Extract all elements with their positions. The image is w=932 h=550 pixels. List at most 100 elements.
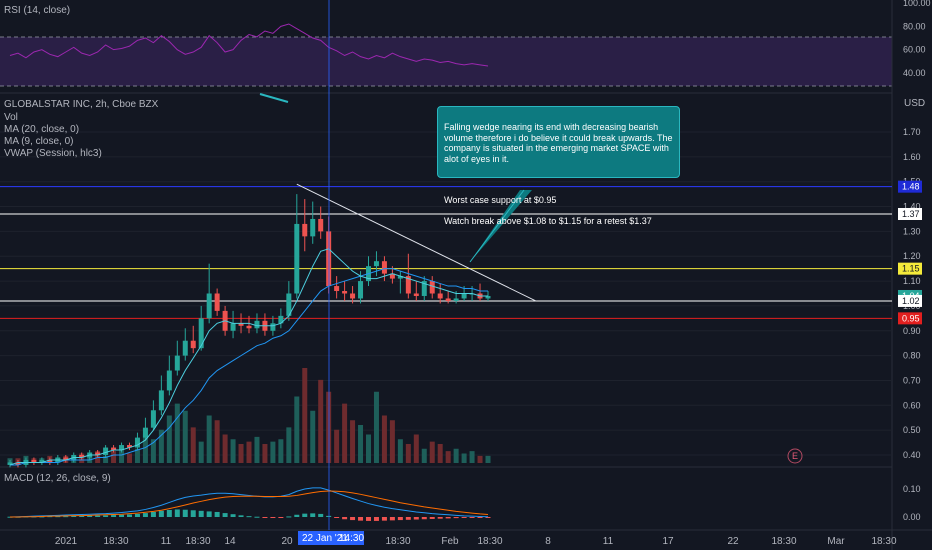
- volume-bar: [254, 436, 260, 463]
- ma20-line: [10, 268, 488, 466]
- candle-body: [238, 323, 244, 326]
- time-tick-label: 18:30: [871, 536, 896, 547]
- annotation-callout[interactable]: Falling wedge nearing its end with decre…: [437, 106, 680, 226]
- volume-bar: [230, 439, 236, 463]
- main-legend-title[interactable]: GLOBALSTAR INC, 2h, Cboe BZX: [4, 99, 159, 110]
- candle-body: [206, 293, 212, 319]
- volume-bar: [134, 448, 140, 463]
- annotation-line-2: Worst case support at $0.95: [444, 194, 557, 205]
- time-tick-label: 11: [161, 536, 172, 547]
- macd-histogram-bar: [262, 517, 268, 518]
- legend-vwap[interactable]: VWAP (Session, hlc3): [4, 148, 102, 159]
- price-label-box: [898, 180, 922, 193]
- volume-bar: [246, 441, 252, 463]
- candle-body: [190, 340, 196, 349]
- volume-bars: [7, 368, 491, 463]
- candle-body: [127, 445, 132, 448]
- price-tick-label: 0.50: [903, 425, 921, 435]
- volume-bar: [469, 451, 475, 463]
- price-label-box: [898, 312, 922, 325]
- macd-histogram-bar: [405, 517, 411, 520]
- annotation-line-1: Falling wedge nearing its end with decre…: [444, 122, 673, 164]
- volume-bar: [389, 420, 395, 463]
- moving-averages: [9, 248, 488, 466]
- candle-body: [31, 459, 37, 463]
- candle-body: [405, 276, 411, 294]
- price-labels: 1.481.371.151.041.020.95: [898, 180, 922, 325]
- candle-body: [318, 218, 324, 232]
- legend-ma9[interactable]: MA (9, close, 0): [4, 136, 73, 147]
- candle-body: [95, 452, 101, 455]
- time-axis[interactable]: 202118:301118:3014202618:30Feb18:3081117…: [55, 536, 897, 547]
- candle-body: [103, 447, 109, 455]
- volume-bar: [421, 448, 427, 463]
- candle-body: [254, 320, 260, 329]
- price-label-text: 1.02: [902, 296, 920, 306]
- time-tick-label: 22: [727, 536, 739, 547]
- macd-histogram-bar: [206, 511, 212, 517]
- time-tick-label: 18:30: [103, 536, 128, 547]
- macd-line: [9, 487, 489, 518]
- crosshair-date: 22 Jan '21: [302, 533, 348, 544]
- price-label-box: [898, 294, 922, 307]
- candle-body: [389, 273, 395, 279]
- macd-histogram-bar: [254, 516, 260, 518]
- price-label-text: 1.15: [902, 264, 920, 274]
- legend-ma20[interactable]: MA (20, close, 0): [4, 124, 79, 135]
- candle-body: [111, 447, 117, 451]
- volume-bar: [477, 455, 483, 463]
- price-axis[interactable]: 100.0080.0060.0040.001.701.601.501.401.3…: [903, 0, 931, 522]
- rsi-tick-label: 80.00: [903, 21, 926, 31]
- candle-body: [334, 286, 340, 292]
- legend-vol[interactable]: Vol: [4, 112, 18, 123]
- volume-bar: [111, 451, 117, 463]
- macd-histogram-bar: [334, 517, 340, 518]
- volume-bar: [158, 429, 164, 463]
- time-tick-label: 18:30: [771, 536, 796, 547]
- candle-body: [63, 457, 69, 460]
- candle-body: [39, 459, 45, 463]
- macd-histogram-bar: [397, 517, 403, 521]
- macd-histogram-bar: [79, 515, 85, 517]
- candle-body: [302, 223, 308, 237]
- macd-histogram-bar: [445, 517, 451, 519]
- macd-histogram-bar: [71, 515, 77, 517]
- rsi-tick-label: 60.00: [903, 45, 926, 55]
- volume-bar: [119, 448, 125, 463]
- candle-body: [142, 427, 148, 438]
- price-label-text: 1.37: [902, 209, 920, 219]
- candle-body: [150, 410, 156, 428]
- macd-histogram-bar: [477, 517, 483, 518]
- candle-body: [429, 281, 435, 294]
- macd-histogram-bar: [230, 514, 236, 517]
- macd-histogram-bar: [222, 513, 228, 517]
- macd-histogram-bar: [103, 515, 109, 517]
- crosshair-time-box: [298, 531, 364, 545]
- macd-histogram-bar: [453, 517, 459, 519]
- rsi-arrow: [259, 93, 289, 103]
- macd-histogram-bar: [278, 517, 284, 518]
- volume-bar: [142, 434, 148, 463]
- rsi-legend[interactable]: RSI (14, close): [4, 5, 70, 16]
- candle-body: [198, 318, 204, 349]
- earnings-marker[interactable]: [787, 448, 803, 464]
- wedge-trendline[interactable]: [296, 183, 537, 302]
- volume-bar: [461, 453, 467, 463]
- candle-body: [246, 325, 252, 329]
- price-tick-label: 0.80: [903, 351, 921, 361]
- macd-histogram-bar: [238, 515, 244, 517]
- macd-legend[interactable]: MACD (12, 26, close, 9): [4, 473, 111, 484]
- candle-body: [445, 298, 451, 301]
- candle-body: [166, 370, 172, 391]
- macd-histogram-bar: [127, 514, 132, 517]
- macd-histogram-bar: [389, 517, 395, 521]
- currency-label: USD: [904, 98, 925, 109]
- price-label-box: [898, 262, 922, 275]
- macd-histogram-bar: [461, 517, 467, 518]
- macd-signal-line: [10, 490, 489, 518]
- macd-histogram-bar: [150, 511, 156, 517]
- macd-histogram-bar: [111, 515, 117, 517]
- macd-histogram-bar: [350, 517, 356, 521]
- candle-body: [286, 293, 292, 316]
